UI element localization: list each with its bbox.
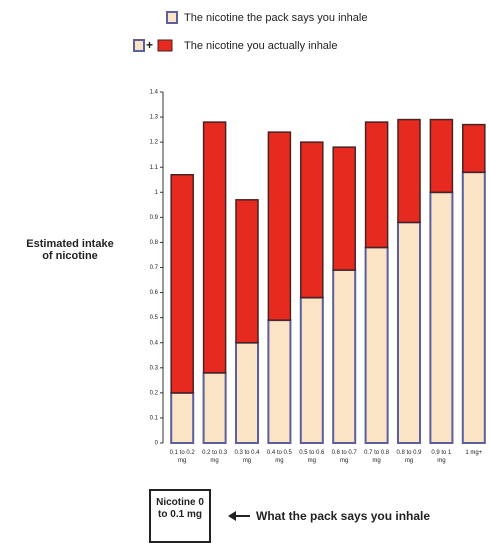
annotation-text: What the pack says you inhale xyxy=(256,509,430,523)
legend-swatch xyxy=(166,11,178,24)
x-tick-label: 0.2 to 0.3 mg xyxy=(202,450,228,464)
y-tick-label: 0.8 xyxy=(150,240,159,246)
x-tick-label: 0.4 to 0.5 mg xyxy=(266,450,292,464)
y-tick-label: 0.2 xyxy=(150,390,159,396)
bar-segment xyxy=(429,118,454,194)
annotation-box-text: Nicotine 0 to 0.1 mg xyxy=(156,497,204,520)
bar-segment xyxy=(170,173,194,394)
y-tick-label: 1.3 xyxy=(150,115,159,121)
x-tick-label: 0.7 to 0.8 mg xyxy=(364,450,390,464)
bar-segment xyxy=(396,221,422,444)
bar-segment xyxy=(461,171,486,444)
legend-label: The nicotine you actually inhale xyxy=(184,40,337,52)
x-tick-label: 0.3 to 0.4 mg xyxy=(234,450,260,464)
y-tick-label: 0.5 xyxy=(150,315,159,321)
bar-segment xyxy=(202,371,227,444)
x-tick-label: 0.6 to 0.7 mg xyxy=(331,450,357,464)
y-tick-label: 1.1 xyxy=(150,165,159,171)
x-tick-label: 1 mg+ xyxy=(465,450,483,456)
bar-segment xyxy=(364,121,389,249)
y-axis-label: Estimated intake of nicotine xyxy=(26,238,114,262)
bar-segment xyxy=(332,269,357,444)
y-tick-label: 0.3 xyxy=(150,365,159,371)
y-tick-label: 0.6 xyxy=(150,290,159,296)
bar-segment xyxy=(170,391,195,445)
bar-segment xyxy=(299,296,324,445)
y-tick-label: 1.4 xyxy=(150,90,159,96)
x-tick-label: 0.1 to 0.2 mg xyxy=(169,450,195,464)
bar-segment xyxy=(234,341,260,445)
legend-plus: + xyxy=(146,38,153,52)
x-tick-label: 0.5 to 0.6 mg xyxy=(299,450,325,464)
bar-segment xyxy=(364,246,389,444)
x-tick-label: 0.9 to 1 mg xyxy=(431,450,452,464)
bar-segment xyxy=(267,319,292,444)
y-tick-label: 0.4 xyxy=(150,340,159,346)
bar-segment xyxy=(462,123,486,173)
y-tick-label: 0.7 xyxy=(150,265,159,271)
annotation-box xyxy=(149,489,211,543)
x-tick-label: 0.8 to 0.9 mg xyxy=(396,450,422,464)
legend-swatch xyxy=(133,39,145,52)
bar-segment xyxy=(397,118,421,224)
annotation-arrowhead xyxy=(228,511,236,521)
y-tick-label: 0.1 xyxy=(150,416,159,422)
legend-swatch xyxy=(157,39,173,52)
y-tick-label: 1.2 xyxy=(150,140,159,146)
bar-segment xyxy=(267,131,292,321)
y-tick-label: 0 xyxy=(155,441,159,447)
y-tick-label: 0.9 xyxy=(150,215,159,221)
bar-segment xyxy=(332,146,356,271)
y-tick-label: 1 xyxy=(155,190,159,196)
bar-segment xyxy=(429,191,454,444)
bar-segment xyxy=(300,141,324,299)
bar-segment xyxy=(235,199,259,344)
bar-segment xyxy=(202,121,227,374)
legend-label: The nicotine the pack says you inhale xyxy=(184,12,367,24)
